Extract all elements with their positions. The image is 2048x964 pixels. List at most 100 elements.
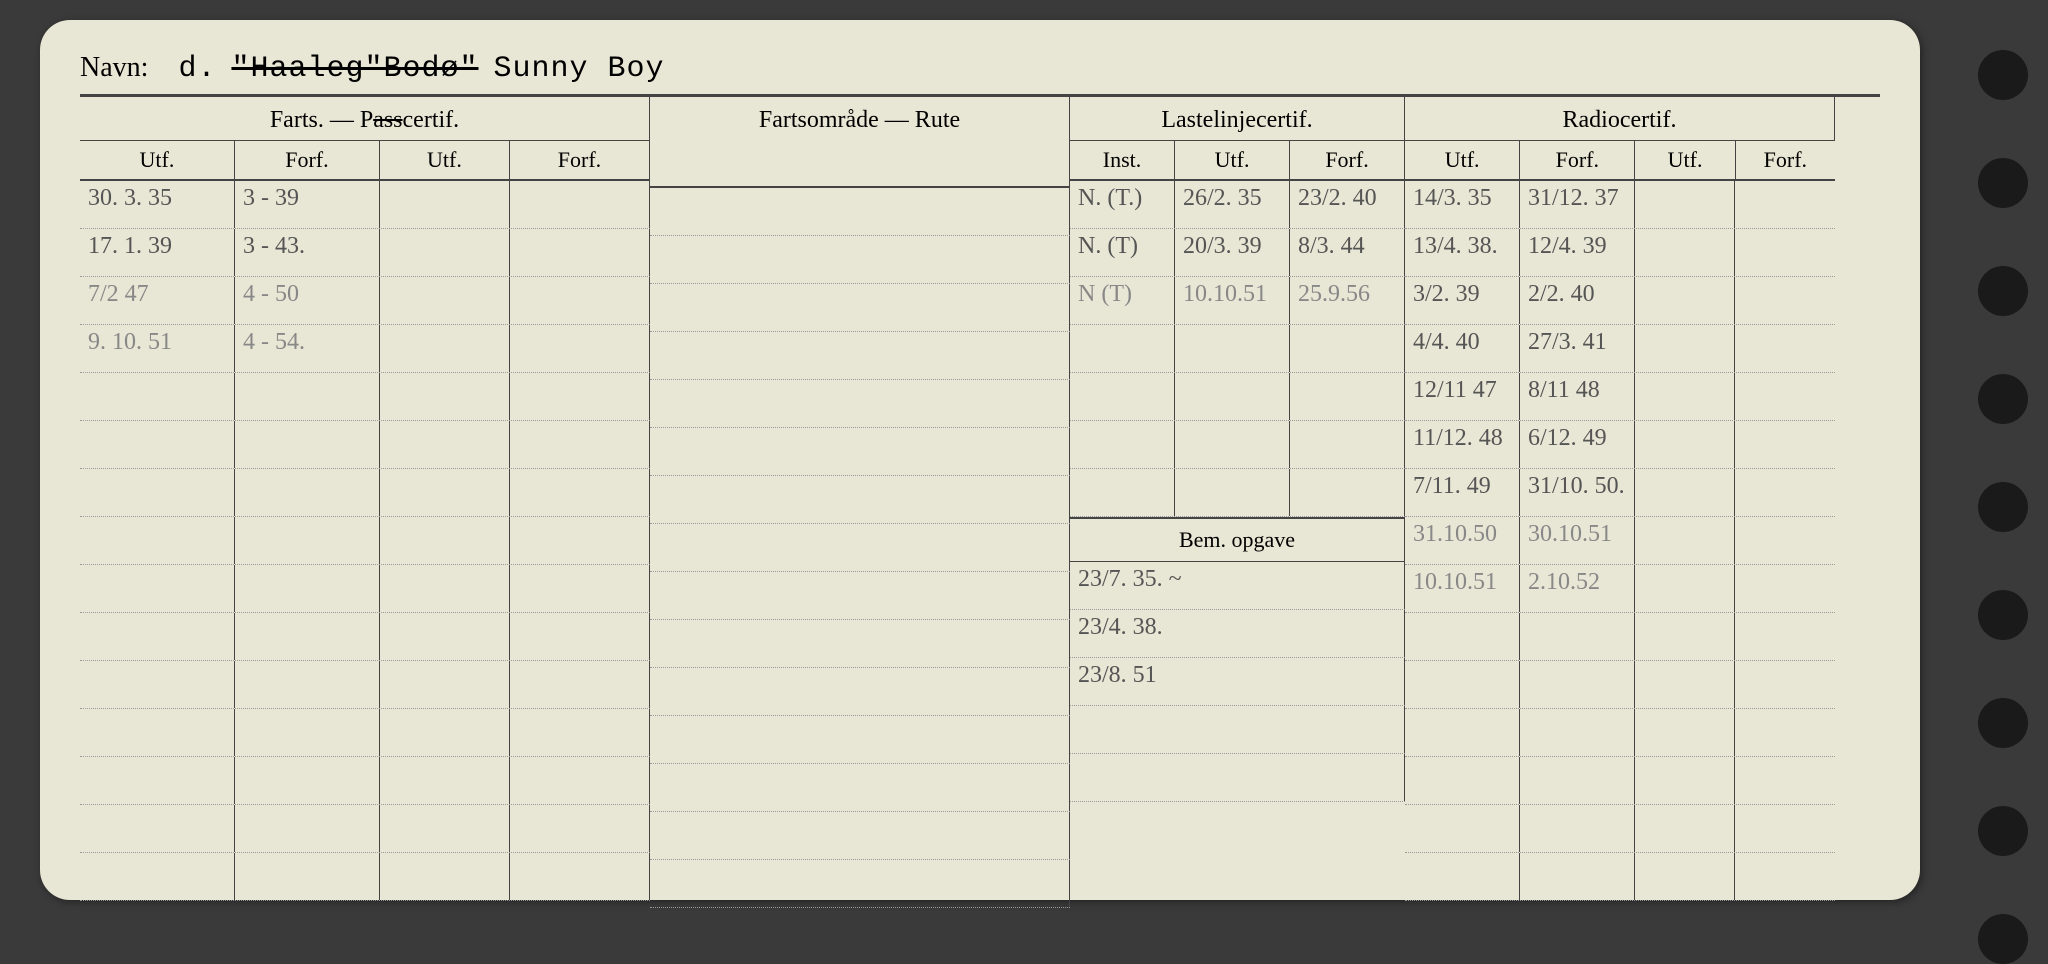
table-row: 23/4. 38. (1070, 610, 1405, 658)
laste-group: Lastelinjecertif. Inst. Utf. Forf. N. (T… (1070, 97, 1405, 908)
table-row: 12/11 478/11 48 (1405, 373, 1835, 421)
table-row (1405, 661, 1835, 709)
cell (1405, 757, 1520, 804)
cell (510, 613, 650, 660)
cell: 12/11 47 (1405, 373, 1520, 420)
cell (380, 181, 510, 228)
cell (1635, 517, 1735, 564)
name-row: Navn: d. "Haaleg" Bodø" Sunny Boy (80, 50, 1880, 96)
cell: 10.10.51 (1405, 565, 1520, 612)
cell (1735, 373, 1835, 420)
radio-rows: 14/3. 3531/12. 3713/4. 38.12/4. 393/2. 3… (1405, 181, 1835, 901)
cell (1735, 661, 1835, 708)
radio-forf2-h: Forf. (1736, 141, 1835, 179)
cell (235, 661, 380, 708)
cell (1635, 421, 1735, 468)
cell: 11/12. 48 (1405, 421, 1520, 468)
cell: 30.10.51 (1520, 517, 1635, 564)
table-row (80, 805, 650, 853)
cell (510, 853, 650, 900)
cell (235, 853, 380, 900)
laste-forf-h: Forf. (1290, 141, 1405, 179)
cell (380, 517, 510, 564)
table-row (80, 517, 650, 565)
cell: 20/3. 39 (1175, 229, 1290, 276)
table-row (1070, 325, 1405, 373)
cell (1070, 469, 1175, 516)
cell (235, 757, 380, 804)
cell (380, 277, 510, 324)
cell (510, 565, 650, 612)
farts-rows: 30. 3. 353 - 3917. 1. 393 - 43.7/2 474 -… (80, 181, 650, 901)
cell (1520, 709, 1635, 756)
cell: 30. 3. 35 (80, 181, 235, 228)
cell (1635, 373, 1735, 420)
cell (380, 325, 510, 372)
table-row (1070, 421, 1405, 469)
hole-icon (1978, 482, 2028, 532)
cell (1735, 229, 1835, 276)
cell (380, 757, 510, 804)
hole-icon (1978, 374, 2028, 424)
table-row (80, 853, 650, 901)
table-row (650, 428, 1070, 476)
cell: 7/2 47 (80, 277, 235, 324)
cell: 8/3. 44 (1290, 229, 1405, 276)
cell (510, 277, 650, 324)
cell (1735, 565, 1835, 612)
cell (1520, 613, 1635, 660)
cell (1520, 853, 1635, 900)
name-current: Sunny Boy (494, 52, 665, 86)
table-row (1405, 805, 1835, 853)
cell: 3 - 43. (235, 229, 380, 276)
rute-header: Fartsområde — Rute (650, 97, 1070, 188)
index-card: Navn: d. "Haaleg" Bodø" Sunny Boy Farts.… (40, 20, 1920, 900)
table-row: N. (T)20/3. 398/3. 44 (1070, 229, 1405, 277)
cell (1635, 805, 1735, 852)
radio-header: Radiocertif. (1405, 97, 1835, 141)
cell (650, 236, 1070, 283)
cell (1290, 469, 1405, 516)
cell (80, 373, 235, 420)
table-row (1070, 373, 1405, 421)
cell: 10.10.51 (1175, 277, 1290, 324)
table-row: 11/12. 486/12. 49 (1405, 421, 1835, 469)
rute-rows (650, 188, 1070, 908)
cell (235, 469, 380, 516)
table-row (650, 716, 1070, 764)
table-row (650, 812, 1070, 860)
cell (1635, 853, 1735, 900)
cell (80, 469, 235, 516)
cell (235, 373, 380, 420)
cell (650, 764, 1070, 811)
cell (1175, 421, 1290, 468)
radio-utf2-h: Utf. (1635, 141, 1735, 179)
cell (1735, 757, 1835, 804)
cell (1405, 709, 1520, 756)
farts-utf-h: Utf. (80, 141, 235, 179)
table-row (650, 332, 1070, 380)
cell: 23/4. 38. (1070, 610, 1405, 657)
cell: 6/12. 49 (1520, 421, 1635, 468)
cell (380, 661, 510, 708)
cell (1405, 805, 1520, 852)
cell (1635, 613, 1735, 660)
laste-rows: N. (T.)26/2. 3523/2. 40N. (T)20/3. 398/3… (1070, 181, 1405, 517)
cell: 8/11 48 (1520, 373, 1635, 420)
hole-icon (1978, 266, 2028, 316)
table-row: 4/4. 4027/3. 41 (1405, 325, 1835, 373)
cell: N (T) (1070, 277, 1175, 324)
rute-group: Fartsområde — Rute (650, 97, 1070, 908)
cell (1635, 229, 1735, 276)
radio-utf-h: Utf. (1405, 141, 1520, 179)
cell (1735, 805, 1835, 852)
table-row: 7/2 474 - 50 (80, 277, 650, 325)
cell (1735, 709, 1835, 756)
radio-forf-h: Forf. (1520, 141, 1635, 179)
cell: 25.9.56 (1290, 277, 1405, 324)
cell (510, 805, 650, 852)
table-row: 7/11. 4931/10. 50. (1405, 469, 1835, 517)
cell (380, 565, 510, 612)
cell (80, 517, 235, 564)
cell (80, 709, 235, 756)
